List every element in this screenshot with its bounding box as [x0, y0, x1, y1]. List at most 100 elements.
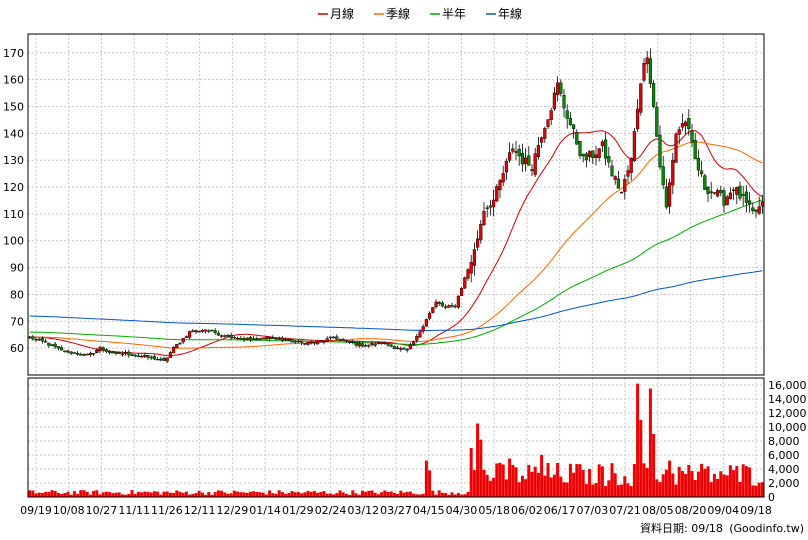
x-tick-21: 09/04	[707, 504, 739, 517]
candle-body	[568, 117, 572, 125]
candlesticks	[28, 48, 764, 363]
candle-body	[328, 336, 332, 339]
candle-body	[117, 352, 121, 354]
volume-bar	[460, 494, 464, 497]
candle-body	[501, 173, 505, 183]
candle-body	[444, 306, 448, 309]
volume-bar	[476, 423, 480, 497]
candle-body	[581, 153, 585, 157]
volume-bar	[376, 494, 380, 497]
volume-bar	[360, 490, 364, 497]
candle-body	[543, 128, 547, 139]
volume-bar	[594, 482, 598, 497]
volume-bar	[178, 491, 182, 497]
volume-bar	[392, 492, 396, 497]
candle-body	[421, 326, 425, 332]
x-tick-13: 04/30	[446, 504, 478, 517]
candle-body	[274, 338, 278, 340]
volume-bar	[738, 481, 742, 497]
volume-bar	[501, 464, 505, 497]
volume-bar	[632, 464, 636, 497]
volume-bar	[184, 491, 188, 497]
volume-bar	[271, 493, 275, 497]
candle-body	[610, 165, 614, 176]
candle-body	[28, 336, 32, 339]
volume-bar	[146, 491, 150, 497]
candle-body	[652, 83, 656, 107]
candle-body	[66, 350, 70, 353]
volume-bar	[133, 493, 137, 497]
candle-body	[719, 189, 723, 193]
volume-bar	[47, 492, 51, 497]
candle-body	[75, 353, 80, 355]
candle-body	[53, 343, 57, 348]
candle-body	[95, 350, 99, 353]
volume-bar	[562, 482, 566, 497]
volume-bar	[520, 475, 524, 497]
candle-body	[380, 342, 384, 345]
candle-body	[639, 83, 643, 113]
candle-body	[165, 357, 169, 362]
candle-body	[245, 337, 249, 340]
candle-body	[559, 82, 563, 94]
volume-bar	[85, 491, 89, 497]
candle-body	[104, 349, 108, 352]
volume-bar	[386, 492, 390, 497]
volume-bar	[152, 491, 156, 497]
candle-body	[335, 336, 339, 340]
source-label: (Goodinfo.tw)	[729, 522, 804, 535]
candle-body	[187, 331, 192, 338]
volume-bar	[98, 494, 102, 497]
x-tick-20: 08/20	[675, 504, 707, 517]
volume-bar	[312, 491, 316, 497]
candle-body	[415, 336, 419, 341]
candle-body	[258, 338, 262, 340]
candle-body	[700, 170, 704, 175]
candle-body	[287, 338, 291, 341]
volume-bar	[204, 494, 208, 497]
candle-body	[504, 160, 508, 173]
candle-body	[226, 335, 230, 337]
candle-body	[447, 305, 451, 308]
candle-body	[671, 159, 675, 186]
volume-bar	[677, 466, 681, 497]
candle-body	[597, 148, 601, 158]
volume-bar	[303, 492, 307, 497]
candle-body	[613, 176, 617, 180]
moving-average-lines	[29, 130, 763, 357]
price-tick-4: 100	[3, 235, 24, 248]
volume-bar	[328, 493, 332, 497]
volume-bar	[197, 490, 201, 497]
candle-body	[271, 337, 275, 340]
volume-bar	[716, 478, 720, 497]
candle-body	[56, 346, 60, 349]
volume-bar	[396, 494, 400, 497]
candle-body	[527, 155, 531, 166]
candle-body	[629, 157, 633, 173]
candle-body	[709, 191, 713, 193]
candle-body	[716, 190, 720, 197]
volume-bar	[50, 490, 54, 497]
volume-bar	[332, 494, 336, 497]
candle-body	[367, 344, 371, 347]
volume-bar	[143, 491, 147, 497]
x-tick-14: 05/18	[478, 504, 510, 517]
volume-bar	[389, 491, 393, 497]
price-tick-6: 120	[3, 181, 24, 194]
candle-body	[133, 354, 137, 357]
volume-bar	[735, 466, 739, 497]
candle-body	[584, 153, 588, 161]
volume-bar	[645, 468, 649, 497]
candle-body	[453, 305, 457, 308]
candle-body	[139, 355, 144, 358]
volume-bar	[533, 466, 537, 497]
volume-bar	[575, 464, 579, 497]
volume-bar	[200, 492, 204, 497]
candle-body	[101, 347, 105, 351]
volume-bar	[95, 490, 99, 497]
volume-bar	[53, 490, 57, 497]
volume-bar	[447, 494, 451, 497]
candle-body	[620, 191, 624, 194]
candle-body	[130, 354, 134, 356]
volume-bar	[277, 490, 281, 497]
